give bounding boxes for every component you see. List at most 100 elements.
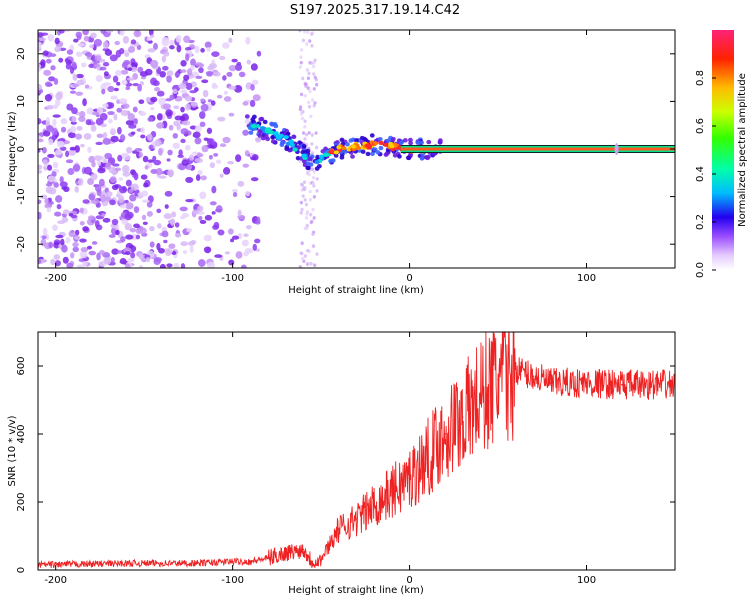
spectral-point <box>124 213 132 221</box>
spectral-point <box>178 83 187 90</box>
snr-point <box>373 504 375 507</box>
spectral-point <box>159 70 166 78</box>
y-tick-label: 0 <box>16 567 27 573</box>
spectral-point <box>280 140 285 145</box>
spectral-point <box>134 147 143 152</box>
spectral-point <box>223 96 232 102</box>
spectral-point <box>62 256 69 264</box>
snr-point <box>621 383 623 386</box>
spectral-point <box>203 246 212 254</box>
spectral-point <box>137 192 144 197</box>
spectral-point <box>89 44 95 49</box>
spectral-point <box>67 167 75 176</box>
spectral-point <box>354 138 359 143</box>
spectral-point <box>186 68 193 76</box>
spectral-point <box>140 76 147 80</box>
snr-point <box>497 378 499 381</box>
spectral-point <box>102 132 108 140</box>
spectral-point <box>306 76 311 81</box>
spectral-point <box>310 133 314 137</box>
spectral-point <box>42 50 49 56</box>
y-tick-label: 600 <box>16 356 27 375</box>
spectral-point <box>133 172 139 181</box>
x-tick-label: 0 <box>406 273 412 284</box>
spectral-point <box>157 223 162 229</box>
spectral-point <box>199 111 206 119</box>
spectral-point <box>66 262 74 268</box>
spectral-point <box>216 159 222 164</box>
spectral-point <box>95 224 103 231</box>
spectral-point <box>55 98 61 107</box>
spectral-point <box>125 202 134 210</box>
spectral-point <box>302 159 307 164</box>
spectral-point <box>190 101 198 107</box>
spectral-point <box>166 75 172 83</box>
spectral-point <box>149 241 155 248</box>
spectral-point <box>53 254 61 261</box>
spectral-point <box>110 257 115 263</box>
spectral-point <box>169 94 175 101</box>
spectral-point <box>245 190 251 197</box>
snr-x-axis: -200 -100 0 100 <box>44 332 596 586</box>
spectral-point <box>163 51 170 57</box>
spectrogram-marks <box>38 30 675 268</box>
spectral-point <box>47 164 53 171</box>
spectral-point <box>284 146 290 152</box>
spectral-point <box>299 48 304 52</box>
spectral-point <box>112 75 119 83</box>
spectral-point <box>130 183 139 191</box>
spectral-point <box>55 148 63 156</box>
spectral-point <box>303 137 307 141</box>
spectral-point <box>88 250 96 256</box>
spectral-point <box>273 123 279 129</box>
spectral-point <box>150 168 158 174</box>
spectral-point <box>189 154 195 161</box>
spectral-point <box>198 67 204 74</box>
spectral-point <box>308 39 312 43</box>
spectral-point <box>130 131 136 135</box>
spectral-point <box>250 63 258 71</box>
spectral-point <box>147 48 156 53</box>
spectrogram-y-axis: -20 -10 0 10 20 <box>16 47 675 252</box>
spectral-point <box>125 179 132 187</box>
spectral-point <box>90 124 97 132</box>
spectral-point <box>265 127 271 132</box>
spectral-point <box>70 125 77 134</box>
spectral-point <box>210 100 216 106</box>
spectral-point <box>115 229 120 236</box>
spectral-point <box>53 182 59 188</box>
spectral-point <box>161 55 167 63</box>
spectral-point <box>75 91 84 96</box>
spectral-point <box>301 256 305 261</box>
spectral-point <box>200 48 205 53</box>
spectral-point <box>355 146 361 151</box>
spectral-point <box>94 184 102 193</box>
snr-point <box>143 562 145 564</box>
spectral-point <box>56 204 62 210</box>
spectral-point <box>199 191 207 200</box>
snr-point <box>479 395 482 398</box>
spectral-point <box>254 238 261 244</box>
spectral-point <box>190 240 197 245</box>
spectral-point <box>197 259 206 267</box>
spectral-point <box>164 204 169 209</box>
spectral-point <box>95 141 103 146</box>
spectral-point <box>152 155 157 161</box>
spectral-point <box>55 234 64 239</box>
spectral-point <box>90 32 97 39</box>
spectral-point <box>289 142 295 147</box>
colorbar-tick-label: 0.2 <box>695 214 706 230</box>
spectral-point <box>45 58 52 64</box>
spectral-point <box>129 194 137 202</box>
spectral-point <box>307 131 311 135</box>
colorbar-tick-label: 0.0 <box>695 262 706 278</box>
spectral-point <box>250 117 256 122</box>
spectral-point <box>100 123 107 128</box>
spectral-point <box>102 62 110 67</box>
spectral-point <box>143 182 149 188</box>
spectral-point <box>305 210 310 214</box>
spectral-point <box>139 111 147 117</box>
spectral-point <box>313 263 317 267</box>
spectral-point <box>242 101 249 106</box>
spectral-point <box>80 143 85 148</box>
